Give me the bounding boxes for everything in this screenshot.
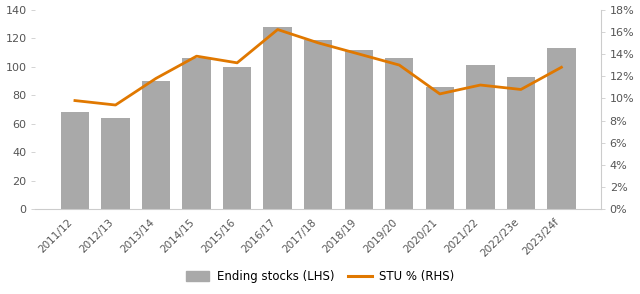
Bar xyxy=(344,49,373,209)
Bar xyxy=(61,112,89,209)
Bar xyxy=(223,67,252,209)
Bar xyxy=(385,58,413,209)
Bar xyxy=(507,77,535,209)
Legend: Ending stocks (LHS), STU % (RHS): Ending stocks (LHS), STU % (RHS) xyxy=(181,266,459,288)
Bar xyxy=(466,65,495,209)
Bar xyxy=(426,87,454,209)
Bar xyxy=(304,39,332,209)
Bar xyxy=(264,27,292,209)
Bar xyxy=(547,48,575,209)
Bar xyxy=(142,81,170,209)
Bar xyxy=(101,118,130,209)
Bar xyxy=(182,58,211,209)
